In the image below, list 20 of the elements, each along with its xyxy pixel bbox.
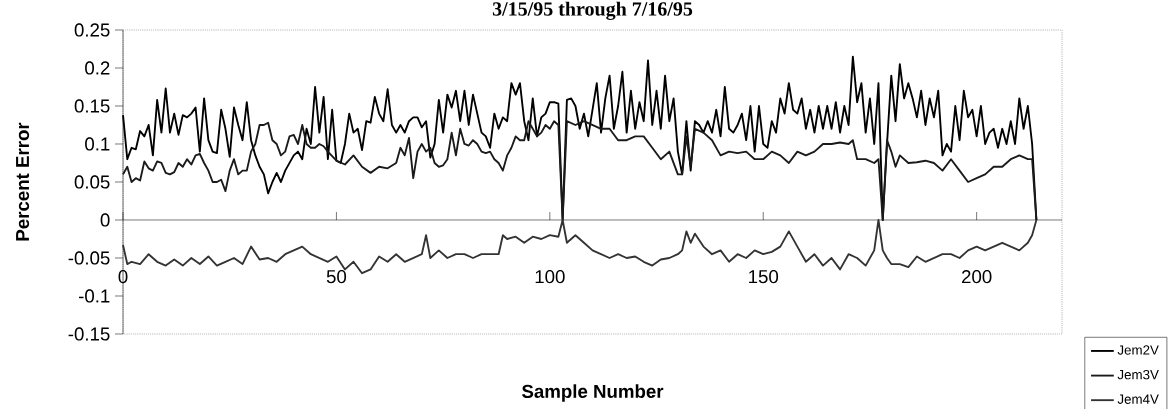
y-tick-label: -0.15 (68, 327, 110, 341)
y-tick-label: 0 (100, 213, 110, 227)
y-tick-label: 0.15 (74, 99, 110, 113)
y-tick-label: 0.25 (74, 23, 110, 37)
x-axis-title: Sample Number (522, 384, 664, 402)
x-tick-label: 0 (118, 270, 128, 284)
legend-label: Jem4V (1117, 394, 1159, 404)
chart-title: 3/15/95 through 7/16/95 (492, 1, 693, 20)
y-tick-label: 0.1 (85, 137, 110, 151)
x-tick-label: 50 (326, 270, 347, 284)
y-tick-label: 0.05 (74, 175, 110, 189)
y-tick-label: -0.1 (78, 289, 110, 303)
y-axis-title: Percent Error (16, 122, 30, 241)
x-tick-label: 150 (749, 270, 779, 284)
x-tick-label: 100 (535, 270, 565, 284)
y-tick-label: -0.05 (68, 251, 110, 265)
legend-label: Jem3V (1117, 369, 1159, 380)
y-tick-label: 0.2 (85, 61, 110, 75)
x-tick-label: 200 (962, 270, 992, 284)
legend-label: Jem2V (1117, 345, 1159, 355)
